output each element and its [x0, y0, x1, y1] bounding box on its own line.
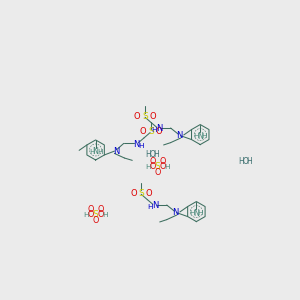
Text: H: H: [201, 133, 207, 139]
Text: S: S: [142, 112, 148, 121]
Text: S: S: [148, 128, 154, 136]
Text: N: N: [156, 124, 162, 133]
Text: H: H: [146, 164, 151, 170]
Text: O: O: [140, 128, 146, 136]
Text: O: O: [98, 210, 104, 219]
Text: N: N: [172, 208, 178, 217]
Text: H: H: [146, 150, 151, 159]
Text: H: H: [238, 157, 244, 166]
Text: O: O: [98, 205, 104, 214]
Text: O: O: [242, 157, 248, 166]
Text: H: H: [152, 127, 157, 133]
Text: O: O: [130, 189, 137, 198]
Text: N: N: [133, 140, 139, 149]
Text: H: H: [164, 164, 170, 170]
Text: H: H: [97, 148, 102, 154]
Text: H: H: [190, 210, 195, 216]
Text: O: O: [160, 157, 166, 166]
Text: O: O: [149, 157, 155, 166]
Text: O: O: [146, 189, 152, 198]
Text: O: O: [87, 210, 93, 219]
Text: H: H: [153, 150, 159, 159]
Text: O: O: [149, 150, 155, 159]
Text: N: N: [194, 208, 199, 217]
Text: N: N: [176, 131, 182, 140]
Text: O: O: [87, 205, 93, 214]
Text: N: N: [113, 147, 119, 156]
Text: H: H: [197, 210, 203, 216]
Text: H: H: [148, 204, 153, 210]
Text: S: S: [155, 162, 161, 171]
Text: O: O: [149, 112, 156, 121]
Text: O: O: [160, 162, 166, 171]
Text: N: N: [152, 201, 158, 210]
Text: H: H: [89, 148, 94, 154]
Text: O: O: [134, 112, 141, 121]
Text: O: O: [92, 215, 99, 224]
Text: H: H: [84, 212, 89, 218]
Text: S: S: [138, 189, 144, 198]
Text: N: N: [197, 132, 203, 141]
Text: O: O: [149, 162, 155, 171]
Text: H: H: [102, 212, 108, 218]
Text: H: H: [246, 157, 252, 166]
Text: O: O: [154, 168, 161, 177]
Text: O: O: [155, 128, 162, 136]
Text: H: H: [194, 133, 199, 139]
Text: H: H: [138, 143, 143, 149]
Text: N: N: [93, 147, 99, 156]
Text: S: S: [93, 210, 98, 219]
